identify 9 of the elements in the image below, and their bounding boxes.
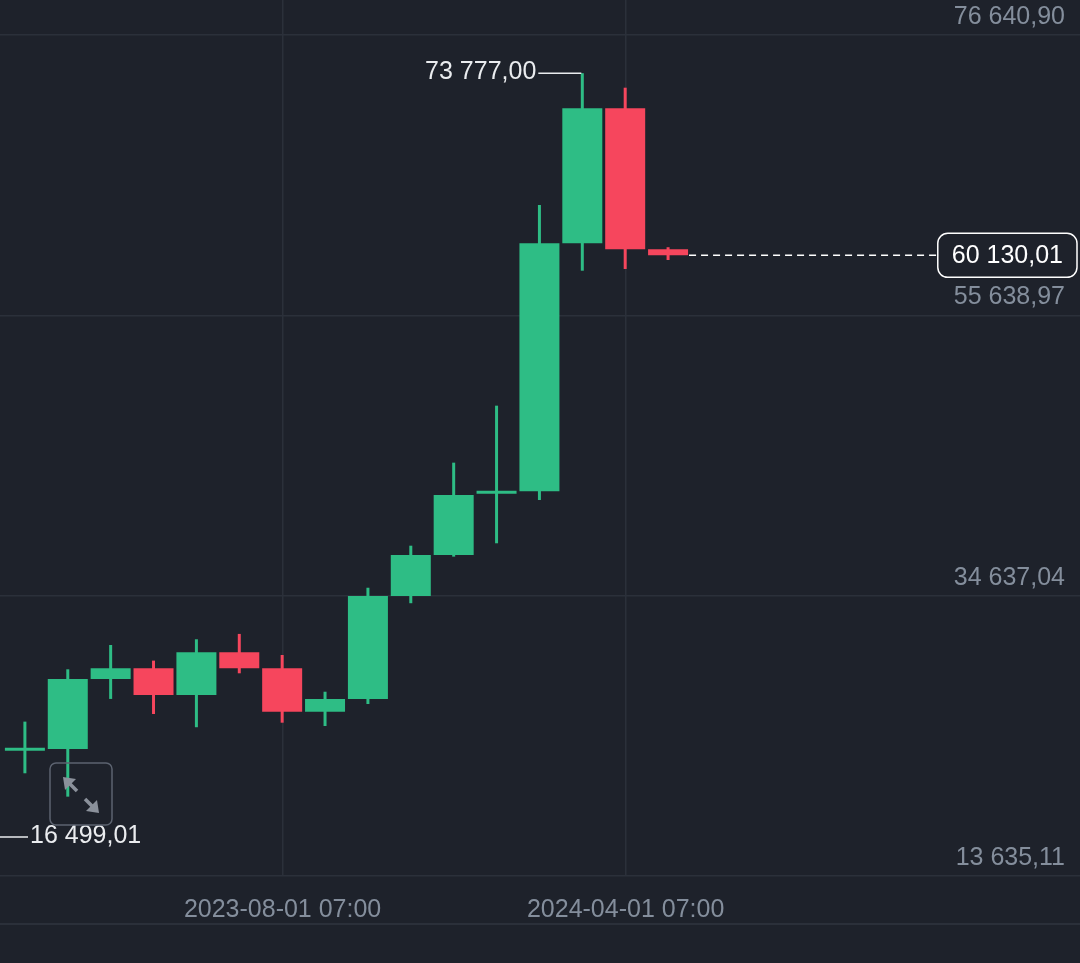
x-tick-label: 2023-08-01 07:00 [183, 893, 382, 922]
annotation: 73 777,00 [425, 56, 537, 85]
y-tick-label: 13 635,11 [955, 841, 1065, 870]
y-tick-label: 76 640,90 [953, 0, 1065, 29]
y-tick-label: 55 638,97 [953, 281, 1065, 310]
x-tick-label: 2024-04-01 07:00 [526, 893, 725, 922]
y-tick-label: 34 637,04 [953, 561, 1066, 590]
annotation: 16 499,01 [30, 819, 142, 848]
ref-line-label: 60 130,01 [951, 240, 1063, 269]
